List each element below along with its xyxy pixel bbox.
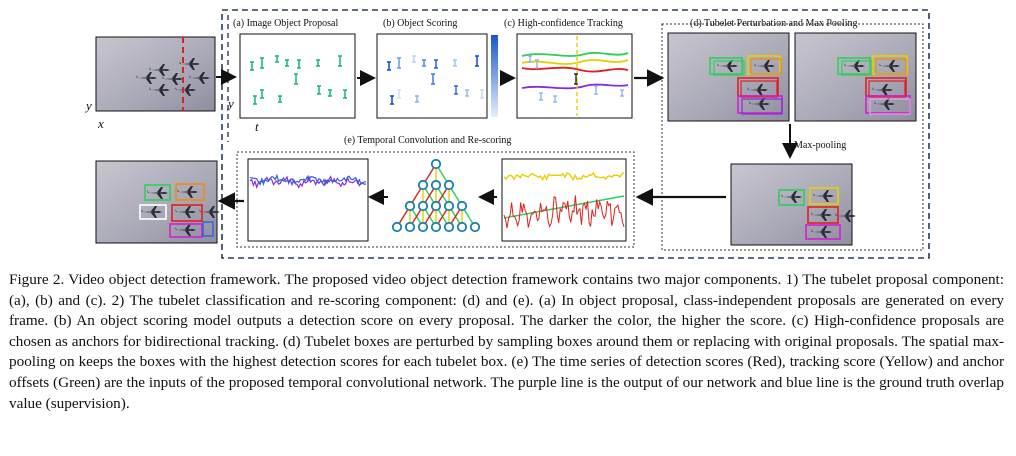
panel-b-scoring [376,33,498,119]
panel-a-label: (a) Image Object Proposal [233,18,338,29]
axis-t-label: t [255,119,259,134]
panel-d-label: (d) Tubelet Perturbation and Max Pooling [690,18,858,29]
axis-y-label: y [84,98,92,113]
panel-b-label: (b) Object Scoring [383,18,457,29]
panel-e-frame [236,151,635,248]
panel-e-label: (e) Temporal Convolution and Re-scoring [344,135,511,146]
panel-e-output-series [247,158,369,242]
max-pooling-label: Max-pooling [794,140,846,151]
outer-dashed-frame [221,9,930,259]
panel-d-frame [661,23,924,251]
panel-a-proposals [239,33,356,119]
input-frame [95,36,216,112]
figure-caption: Figure 2. Video object detection framewo… [9,271,1004,412]
axis-y2-label: y [226,96,234,111]
panel-c-label: (c) High-confidence Tracking [504,18,623,29]
panel-d-pooled-frame [730,163,856,246]
panel-e-input-series [501,158,627,242]
final-output-frame [95,160,220,244]
panel-c-tracking [516,33,633,119]
temporal-conv-network [391,158,481,233]
score-colorbar [491,35,498,117]
panel-d-frame-right [794,32,917,122]
panel-d-frame-left [667,32,790,122]
axis-x-label: x [97,116,104,131]
framework-figure: (a) Image Object Proposal (b) Object Sco… [84,9,930,259]
